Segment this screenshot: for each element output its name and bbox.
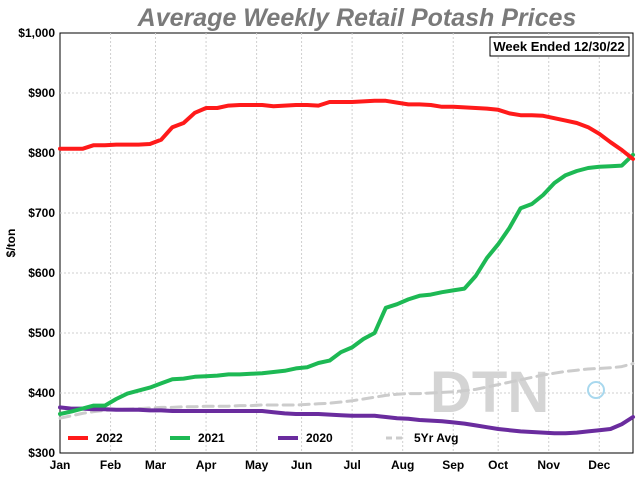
x-tick-label: Nov (537, 458, 560, 472)
y-tick-label: $700 (28, 206, 55, 220)
y-tick-label: $800 (28, 146, 55, 160)
dtn-logo-circle (587, 381, 605, 399)
x-tick-label: Dec (588, 458, 610, 472)
x-tick-label: Jul (343, 458, 360, 472)
annotation-box: Week Ended 12/30/22 (489, 36, 630, 57)
series-lines (58, 98, 635, 436)
y-tick-label: $900 (28, 86, 55, 100)
legend-label: 2021 (198, 431, 225, 445)
y-tick-label: $600 (28, 266, 55, 280)
legend-label: 5Yr Avg (414, 431, 458, 445)
series-line-2020 (58, 405, 635, 436)
y-axis-label: $/ton (4, 229, 18, 258)
legend-label: 2020 (306, 431, 333, 445)
x-tick-label: Oct (488, 458, 508, 472)
x-tick-label: Jan (50, 458, 71, 472)
x-tick-label: Aug (391, 458, 414, 472)
x-tick-label: Feb (100, 458, 121, 472)
x-tick-label: Sep (442, 458, 464, 472)
y-tick-label: $300 (28, 446, 55, 460)
series-line-2022 (58, 98, 635, 161)
series-line-5yr-avg (58, 362, 635, 420)
y-tick-label: $500 (28, 326, 55, 340)
x-tick-label: May (245, 458, 269, 472)
y-axis-ticks: $300 $400 $500 $600 $700 $800 $900 $1,000 (18, 26, 55, 460)
legend: 2022 2021 2020 5Yr Avg (68, 431, 458, 445)
x-tick-label: Mar (145, 458, 167, 472)
y-tick-label: $1,000 (18, 26, 55, 40)
y-tick-label: $400 (28, 386, 55, 400)
chart-title: Average Weekly Retail Potash Prices (137, 4, 577, 32)
x-axis-ticks: Jan Feb Mar Apr May Jun Jul Aug Sep Oct Nov Dec (50, 458, 611, 472)
annotation-text: Week Ended 12/30/22 (493, 39, 624, 54)
legend-label: 2022 (96, 431, 123, 445)
x-tick-label: Jun (291, 458, 312, 472)
x-tick-label: Apr (196, 458, 217, 472)
annotation-frame (489, 36, 630, 57)
series-line-2021 (58, 152, 635, 416)
